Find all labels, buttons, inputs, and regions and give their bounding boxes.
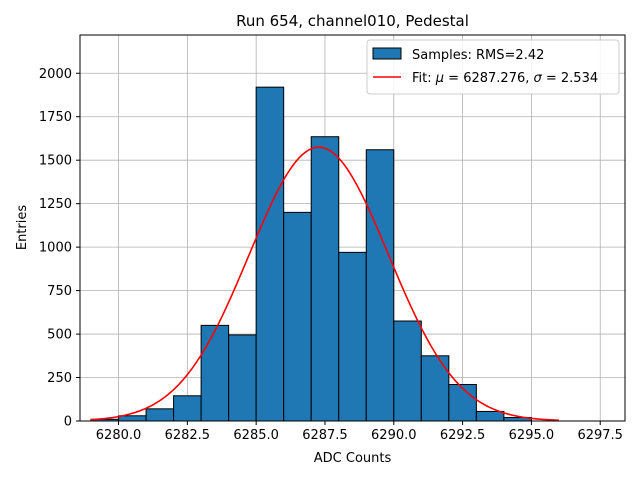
histogram-bar [255,86,285,422]
legend-fit-mu-value: = 6287.276, [444,71,533,86]
y-tick-label: 1250 [39,197,72,212]
x-tick-label: 6280.0 [96,428,142,443]
legend-fit-label: Fit: μ = 6287.276, σ = 2.534 [412,71,598,86]
y-tick-label: 500 [47,328,72,343]
legend-histogram-label: Samples: RMS=2.42 [412,48,544,63]
histogram-bar [448,383,477,422]
legend-fit-sigma-value: = 2.534 [542,71,598,86]
x-tick-label: 6297.5 [577,428,623,443]
y-tick-label: 1500 [39,154,72,169]
legend-fit-mu-symbol: μ [435,71,444,86]
histogram-bars [90,86,532,422]
y-tick-label: 1000 [39,241,72,256]
legend-fit-sigma-symbol: σ [534,71,543,86]
histogram-bar [145,408,175,422]
histogram-bar [118,415,147,422]
chart-title: Run 654, channel010, Pedestal [236,12,469,30]
y-tick-label: 1750 [39,110,72,125]
histogram-bar [200,324,230,422]
y-tick-label: 250 [47,371,72,386]
x-tick-label: 6295.0 [509,428,555,443]
x-tick-label: 6287.5 [302,428,348,443]
histogram-bar [420,355,450,422]
x-tick-label: 6292.5 [440,428,486,443]
y-axis-label: Entries [15,205,30,251]
legend: Samples: RMS=2.42 Fit: μ = 6287.276, σ =… [366,39,620,95]
x-axis-ticks: 6280.0 6282.5 6285.0 6287.5 6290.0 6292.5 6295… [96,421,623,443]
x-tick-label: 6285.0 [233,428,279,443]
legend-histogram-swatch [372,47,402,60]
y-tick-label: 0 [64,415,72,430]
histogram-bar [475,410,505,422]
histogram-bar [393,320,422,422]
histogram-bar [283,211,312,422]
fit-curve [90,146,559,422]
y-axis-ticks: 0 250 500 750 1000 1250 1500 1750 2000 [39,67,80,430]
x-tick-label: 6282.5 [165,428,211,443]
plot-frame [79,34,626,422]
legend-box [366,39,620,95]
legend-fit-prefix: Fit: [412,71,436,86]
histogram-bar [228,334,257,422]
x-tick-label: 6290.0 [371,428,417,443]
y-tick-label: 750 [47,284,72,299]
x-axis-label: ADC Counts [314,451,392,466]
histogram-bar [365,149,395,422]
histogram-bar [310,136,340,422]
histogram-bar [173,395,202,422]
histogram-bar [338,251,367,422]
y-tick-label: 2000 [39,67,72,82]
